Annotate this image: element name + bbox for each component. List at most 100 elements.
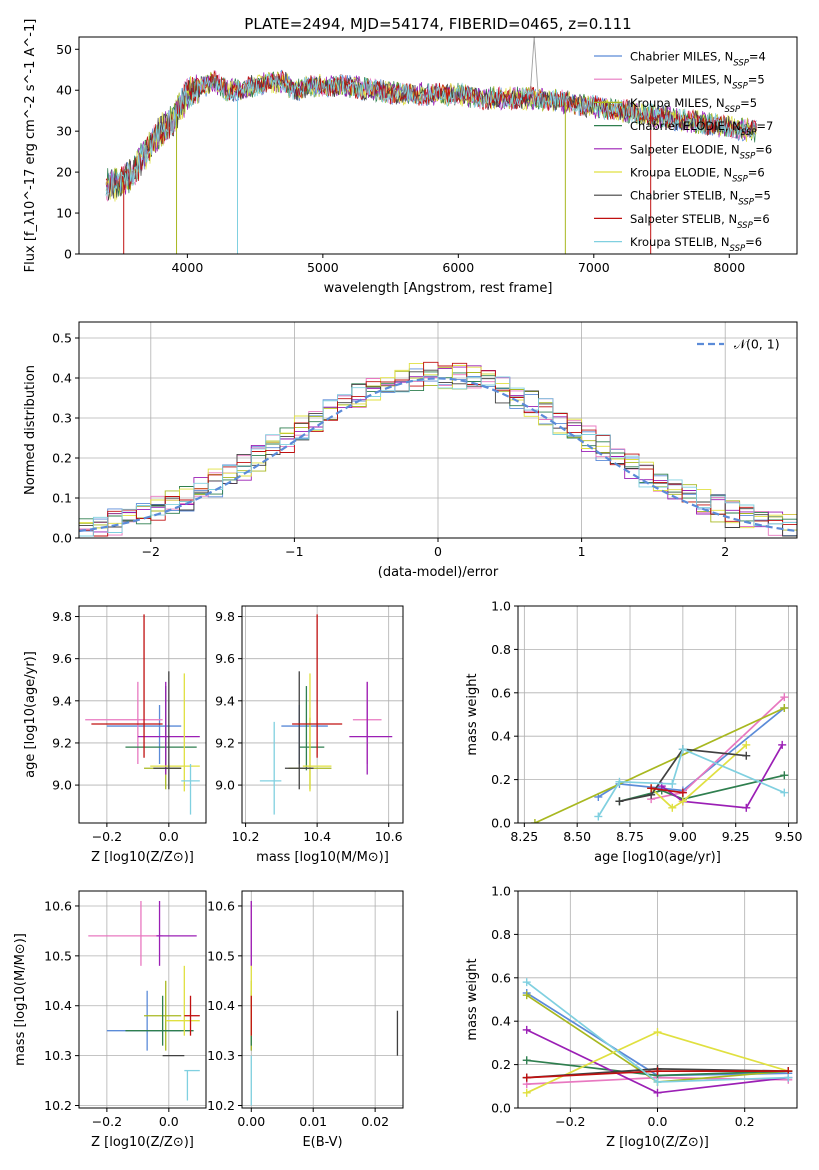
x-axis-label: age [log10(age/yr)] [594, 850, 721, 865]
panel-mass-vs-ebv: 0.00 0.01 0.02 10.2 10.3 10.4 10.5 10.6 E(B-V) [207, 890, 404, 1150]
panel-spectrum: 4000 5000 6000 7000 8000 0 10 20 30 40 50 wavelengt… [23, 19, 798, 296]
y-axis-label: mass weight [465, 673, 480, 755]
x-tick-label: 10.2 [232, 829, 260, 844]
y-tick-label: 40 [56, 83, 72, 98]
weight-line [661, 744, 783, 809]
x-tick-label: 0.02 [361, 1114, 389, 1129]
y-tick-label: 9.4 [215, 693, 235, 708]
weight-line [619, 774, 785, 803]
y-axis-label: Normed distribution [23, 365, 38, 495]
y-tick-label: 0.4 [491, 729, 511, 744]
y-tick-label: 0.0 [52, 531, 72, 546]
plot-area [79, 361, 797, 537]
x-axis-label: mass [log10(M/M⊙)] [256, 850, 389, 865]
x-tick-label: 0.0 [159, 829, 179, 844]
y-tick-label: 9.2 [52, 735, 72, 750]
normal-curve [79, 377, 797, 533]
x-axis-label: (data-model)/error [378, 565, 499, 580]
x-tick-label: 7000 [578, 260, 610, 275]
legend-label: Kroupa STELIB, NSSP=6 [630, 235, 762, 254]
weight-line [619, 748, 747, 803]
y-tick-label: 10.3 [207, 1048, 235, 1063]
x-axis-label: E(B-V) [302, 1135, 342, 1150]
y-tick-label: 50 [56, 42, 72, 57]
x-tick-label: 0.0 [648, 1114, 668, 1129]
x-tick-label: −0.2 [555, 1114, 585, 1129]
legend-label: Salpeter STELIB, NSSP=6 [630, 212, 770, 231]
x-tick-label: 8000 [713, 260, 745, 275]
plot-area [250, 900, 399, 1106]
axes-frame [78, 605, 207, 824]
legend-label: Chabrier MILES, NSSP=4 [630, 50, 766, 69]
y-tick-label: 0.0 [491, 816, 511, 831]
legend-normal-label: 𝒩(0, 1) [734, 337, 780, 352]
legend-label: Salpeter ELODIE, NSSP=6 [630, 142, 772, 161]
y-tick-label: 9.4 [52, 693, 72, 708]
y-tick-label: 10.3 [44, 1048, 72, 1063]
legend-label: Kroupa MILES, NSSP=5 [630, 96, 757, 115]
plot-area [259, 614, 393, 815]
legend-label: Chabrier STELIB, NSSP=5 [630, 189, 771, 208]
y-tick-label: 10.6 [44, 898, 72, 913]
y-axis-label: Flux [f_λ10^-17 erg cm^-2 s^-1 A^-1] [23, 19, 38, 273]
x-tick-label: 4000 [171, 260, 203, 275]
weight-line [534, 707, 785, 823]
axes-frame [241, 890, 404, 1109]
plot-area [522, 978, 793, 1097]
y-tick-label: 0 [64, 247, 72, 262]
y-tick-label: 10.5 [44, 948, 72, 963]
x-tick-label: 10.6 [375, 829, 403, 844]
y-tick-label: 0.0 [491, 1101, 511, 1116]
x-tick-label: −1 [285, 544, 303, 559]
y-axis-label: age [log10(age/yr)] [23, 651, 38, 778]
y-tick-label: 0.1 [52, 491, 72, 506]
axes-frame [241, 605, 404, 824]
figure-title: PLATE=2494, MJD=54174, FIBERID=0465, z=0… [244, 15, 631, 33]
y-tick-label: 0.4 [52, 371, 72, 386]
y-tick-label: 10.2 [207, 1098, 235, 1113]
panel-mass-vs-z: −0.2 0.0 10.2 10.3 10.4 10.5 10.6 Z [log10(Z/Z⊙… [13, 890, 207, 1150]
y-tick-label: 30 [56, 124, 72, 139]
panel-weight-vs-z: −0.2 0.0 0.2 0.0 0.2 0.4 0.6 0.8 1.0 Z [log10(Z/Z… [465, 884, 798, 1150]
spectrum-line [105, 71, 757, 201]
y-tick-label: 0.6 [491, 970, 511, 985]
plot-area [85, 614, 200, 815]
spectrum-line [105, 73, 757, 197]
y-tick-label: 9.6 [52, 651, 72, 666]
x-axis-label: Z [log10(Z/Z⊙)] [91, 1135, 194, 1150]
y-tick-label: 9.0 [52, 778, 72, 793]
y-tick-label: 9.6 [215, 651, 235, 666]
plot-area [105, 37, 757, 254]
x-tick-label: 9.50 [775, 829, 803, 844]
y-tick-label: 20 [56, 165, 72, 180]
y-tick-label: 0.5 [52, 331, 72, 346]
x-tick-label: 8.50 [563, 829, 591, 844]
y-tick-label: 0.8 [491, 642, 511, 657]
panel-weight-vs-age: 8.25 8.50 8.75 9.00 9.25 9.50 0.0 0.2 0.4 0.6 0.8 1… [465, 599, 803, 866]
x-tick-label: 0.2 [735, 1114, 755, 1129]
y-tick-label: 10.5 [207, 948, 235, 963]
histogram-step [79, 375, 797, 537]
axes-frame [78, 890, 207, 1109]
x-axis-label: wavelength [Angstrom, rest frame] [324, 281, 553, 296]
y-tick-label: 10 [56, 206, 72, 221]
x-tick-label: 5000 [307, 260, 339, 275]
spectrum-line [105, 70, 757, 196]
weight-line [651, 787, 684, 794]
panel-age-vs-mass: 10.2 10.4 10.6 9.0 9.2 9.4 9.6 9.8 mass [log10(M… [215, 605, 404, 865]
y-tick-label: 0.8 [491, 927, 511, 942]
panel-age-vs-z: −0.2 0.0 9.0 9.2 9.4 9.6 9.8 Z [log10(Z/Z⊙)] age… [23, 605, 207, 865]
x-tick-label: 0.0 [159, 1114, 179, 1129]
y-tick-label: 0.3 [52, 411, 72, 426]
y-tick-label: 0.2 [491, 772, 511, 787]
plot-area [88, 900, 200, 1101]
x-tick-label: −0.2 [92, 829, 122, 844]
y-tick-label: 0.6 [491, 685, 511, 700]
axes-frame [517, 605, 798, 824]
x-axis-label: Z [log10(Z/Z⊙)] [91, 850, 194, 865]
x-tick-label: 0 [434, 544, 442, 559]
y-axis-label: mass [log10(M/M⊙)] [13, 933, 28, 1066]
x-tick-label: 8.75 [616, 829, 644, 844]
x-tick-label: 0.01 [299, 1114, 327, 1129]
y-tick-label: 10.6 [207, 898, 235, 913]
